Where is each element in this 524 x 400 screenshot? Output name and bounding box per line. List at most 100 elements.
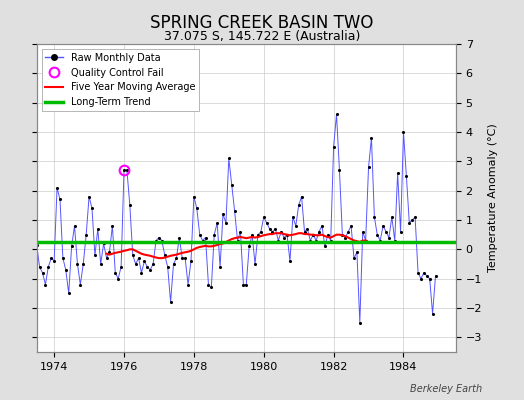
Point — [27, 261, 35, 267]
Point — [163, 264, 172, 270]
Point — [222, 220, 230, 226]
Point — [353, 249, 361, 256]
Point — [195, 232, 204, 238]
Point — [248, 232, 256, 238]
Point — [123, 167, 131, 173]
Point — [213, 220, 221, 226]
Point — [167, 299, 175, 305]
Point — [306, 237, 314, 244]
Point — [117, 264, 125, 270]
Point — [402, 173, 411, 179]
Point — [199, 237, 207, 244]
Point — [24, 270, 32, 276]
Point — [283, 232, 291, 238]
Point — [32, 242, 41, 248]
Point — [225, 155, 233, 162]
Point — [44, 264, 52, 270]
Point — [128, 252, 137, 258]
Point — [405, 220, 413, 226]
Point — [143, 264, 151, 270]
Point — [321, 243, 329, 250]
Point — [358, 228, 367, 235]
Point — [376, 237, 385, 244]
Point — [408, 217, 417, 223]
Point — [390, 237, 399, 244]
Point — [137, 270, 146, 276]
Point — [231, 208, 239, 214]
Point — [291, 223, 300, 229]
Point — [126, 202, 134, 208]
Point — [350, 255, 358, 261]
Point — [318, 223, 326, 229]
Point — [18, 190, 26, 197]
Point — [277, 228, 286, 235]
Point — [429, 311, 437, 317]
Point — [303, 226, 312, 232]
Point — [332, 111, 341, 118]
Point — [187, 258, 195, 264]
Point — [50, 258, 58, 264]
Point — [62, 267, 70, 273]
Point — [373, 232, 381, 238]
Point — [152, 237, 160, 244]
Point — [94, 226, 102, 232]
Point — [364, 164, 373, 170]
Point — [85, 193, 93, 200]
Point — [422, 272, 431, 279]
Point — [190, 193, 198, 200]
Point — [172, 255, 181, 261]
Legend: Raw Monthly Data, Quality Control Fail, Five Year Moving Average, Long-Term Tren: Raw Monthly Data, Quality Control Fail, … — [41, 49, 199, 111]
Point — [210, 232, 219, 238]
Point — [286, 258, 294, 264]
Point — [257, 228, 265, 235]
Point — [178, 255, 187, 261]
Point — [274, 237, 282, 244]
Point — [193, 205, 201, 212]
Point — [201, 234, 210, 241]
Point — [82, 232, 90, 238]
Point — [280, 234, 288, 241]
Point — [431, 272, 440, 279]
Point — [251, 261, 259, 267]
Point — [175, 234, 183, 241]
Point — [338, 232, 346, 238]
Point — [268, 228, 277, 235]
Point — [420, 270, 428, 276]
Point — [239, 281, 247, 288]
Point — [312, 237, 320, 244]
Point — [382, 228, 390, 235]
Point — [388, 214, 396, 220]
Point — [236, 228, 245, 235]
Point — [271, 226, 280, 232]
Text: Berkeley Earth: Berkeley Earth — [410, 384, 482, 394]
Point — [414, 270, 422, 276]
Point — [309, 232, 318, 238]
Point — [219, 211, 227, 217]
Point — [216, 264, 224, 270]
Point — [324, 232, 332, 238]
Point — [108, 223, 116, 229]
Point — [68, 243, 76, 250]
Point — [120, 167, 128, 173]
Point — [146, 267, 155, 273]
Point — [169, 261, 178, 267]
Point — [263, 220, 271, 226]
Point — [102, 255, 111, 261]
Point — [335, 167, 344, 173]
Point — [298, 193, 306, 200]
Point — [204, 281, 213, 288]
Point — [134, 255, 143, 261]
Point — [70, 223, 79, 229]
Point — [59, 255, 67, 261]
Point — [184, 281, 192, 288]
Point — [341, 234, 350, 241]
Point — [155, 234, 163, 241]
Text: 37.075 S, 145.722 E (Australia): 37.075 S, 145.722 E (Australia) — [164, 30, 360, 43]
Point — [245, 243, 254, 250]
Point — [362, 237, 370, 244]
Point — [36, 264, 44, 270]
Point — [315, 228, 323, 235]
Point — [425, 276, 434, 282]
Point — [411, 214, 419, 220]
Point — [385, 234, 393, 241]
